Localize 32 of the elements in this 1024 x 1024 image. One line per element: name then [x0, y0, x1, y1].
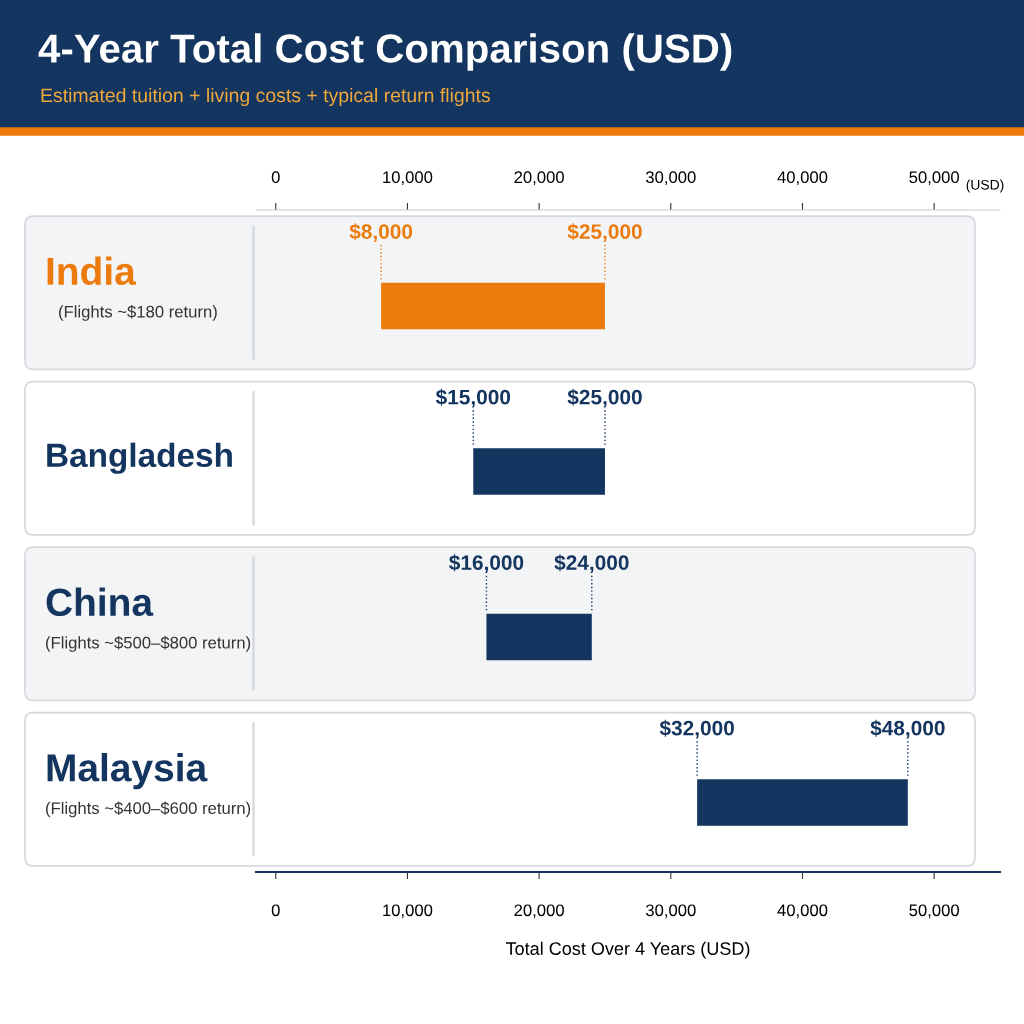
y-tick-label: Bangladesh: [47, 442, 232, 474]
x-tick-label: 0: [271, 171, 280, 184]
x2-tick-label: 20,000: [514, 904, 564, 919]
x2-axis-title: (USD): [966, 179, 1004, 193]
bar: [381, 282, 605, 330]
annotation: $25,000: [567, 388, 642, 408]
chart-subtitle: Estimated tuition + living costs + typical return flights: [41, 87, 490, 107]
x2-tick-label: 0: [271, 904, 280, 917]
annotation: $15,000: [435, 388, 511, 408]
x2-tick-label: 40,000: [777, 904, 828, 919]
x-tick-label: 10,000: [383, 171, 433, 186]
annotation: $32,000: [659, 719, 734, 739]
annotation: $25,000: [567, 223, 642, 242]
y-tick-label: India (Flights ~$180 return): [47, 256, 217, 321]
x2-tick-label: 50,000: [909, 904, 959, 919]
x-tick-label: 40,000: [777, 171, 828, 186]
x-tick-label: 30,000: [645, 171, 696, 186]
x-tick-label: 50,000: [909, 171, 959, 186]
chart-title: 4-Year Total Cost Comparison (USD): [38, 33, 732, 71]
annotation: $16,000: [449, 554, 524, 573]
x-tick-label: 20,000: [514, 171, 564, 186]
x2-tick-label: 30,000: [645, 904, 696, 919]
annotation: $24,000: [554, 554, 629, 573]
x2-tick-label: 10,000: [383, 904, 433, 919]
y-tick-label: China (Flights ~$500–$800 return): [46, 587, 251, 652]
x-axis-title: Total Cost Over 4 Years (USD): [505, 941, 750, 959]
annotation: $8,000: [349, 223, 413, 242]
bar: [473, 448, 605, 495]
y-tick-label: Malaysia (Flights ~$400–$600 return): [46, 753, 251, 818]
bar: [697, 779, 908, 826]
bar: [486, 613, 592, 661]
annotation: $48,000: [870, 719, 945, 739]
